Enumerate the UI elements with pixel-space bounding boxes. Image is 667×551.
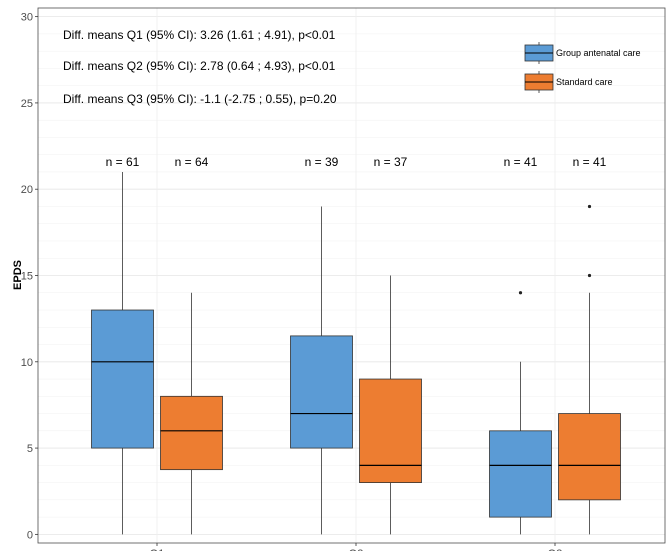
box-iqr: [489, 430, 552, 518]
x-tick-label-q3: Q3: [548, 548, 563, 551]
legend-label-standard-care: Standard care: [556, 77, 613, 87]
x-tick-label-q2: Q2: [349, 548, 364, 551]
annotation-q1: Diff. means Q1 (95% CI): 3.26 (1.61 ; 4.…: [63, 28, 336, 42]
box-iqr: [290, 335, 353, 449]
outlier-point: [518, 291, 523, 295]
box-iqr: [91, 309, 154, 449]
outlier-point: [587, 273, 592, 278]
legend: Group antenatal care Standard care: [524, 42, 641, 93]
n-label-standard-care-q3: n = 41: [573, 155, 607, 169]
box-group-antenatal-care-q3: [489, 291, 552, 535]
box-standard-care-q2: [359, 275, 422, 535]
box-iqr: [359, 378, 422, 483]
y-axis-ticks: 0 5 10 15 20 25 30: [21, 12, 38, 541]
n-label-standard-care-q1: n = 64: [175, 155, 209, 169]
legend-label-group-antenatal-care: Group antenatal care: [556, 48, 641, 58]
y-axis-title: EPDS: [12, 260, 24, 290]
n-label-group-antenatal-care-q3: n = 41: [504, 155, 538, 169]
y-tick-label: 10: [21, 357, 33, 369]
annotations: Diff. means Q1 (95% CI): 3.26 (1.61 ; 4.…: [63, 28, 337, 106]
y-tick-label: 25: [21, 98, 33, 110]
legend-item-group-antenatal-care: Group antenatal care: [524, 42, 641, 64]
legend-item-standard-care: Standard care: [524, 71, 613, 93]
box-group-antenatal-care-q2: [290, 206, 353, 535]
box-iqr: [558, 413, 621, 501]
n-label-group-antenatal-care-q1: n = 61: [106, 155, 140, 169]
x-axis-ticks: Q1 Q2 Q3: [150, 543, 563, 551]
y-tick-label: 30: [21, 12, 33, 24]
y-tick-label: 20: [21, 184, 33, 196]
box-group-antenatal-care-q1: [91, 171, 154, 535]
box-standard-care-q3: [558, 204, 621, 535]
sample-size-labels: n = 61 n = 39 n = 41 n = 64 n = 37 n = 41: [106, 155, 607, 169]
y-tick-label: 0: [27, 529, 33, 541]
box-series: [91, 171, 621, 535]
box-standard-care-q1: [160, 292, 223, 535]
x-tick-label-q1: Q1: [150, 548, 165, 551]
outlier-point: [587, 204, 592, 209]
annotation-q3: Diff. means Q3 (95% CI): -1.1 (-2.75 ; 0…: [63, 92, 337, 106]
y-tick-label: 5: [27, 443, 33, 455]
annotation-q2: Diff. means Q2 (95% CI): 2.78 (0.64 ; 4.…: [63, 59, 336, 73]
y-tick-label: 15: [21, 271, 33, 283]
n-label-group-antenatal-care-q2: n = 39: [305, 155, 339, 169]
box-iqr: [160, 395, 223, 471]
n-label-standard-care-q2: n = 37: [374, 155, 408, 169]
